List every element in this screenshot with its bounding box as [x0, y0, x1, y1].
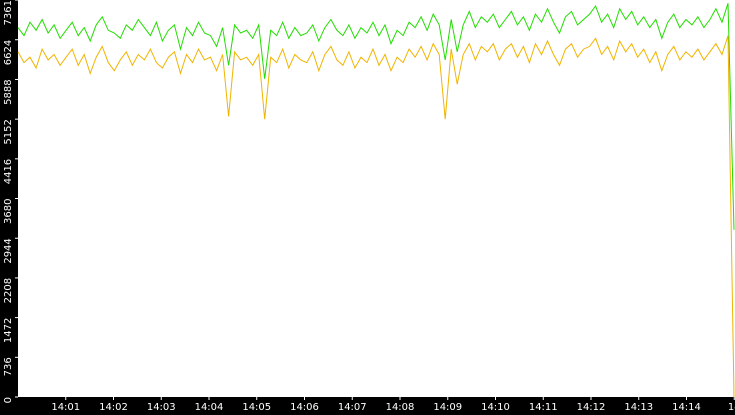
y-tick-label: 736 [3, 357, 14, 376]
x-tick-label: 14:02 [99, 402, 128, 413]
x-tick-label: 14:05 [242, 402, 271, 413]
x-tick-label: 14 [728, 402, 735, 413]
x-tick-label: 14:03 [147, 402, 176, 413]
x-tick-label: 14:09 [433, 402, 462, 413]
y-tick-label: 1472 [3, 318, 14, 343]
y-tick-label: 7361 [3, 0, 14, 25]
y-tick-label: 2208 [3, 278, 14, 303]
y-tick-label: 2944 [3, 238, 14, 263]
x-tick-label: 14:11 [529, 402, 558, 413]
y-tick-label: 3680 [3, 199, 14, 224]
x-tick-label: 14:08 [386, 402, 415, 413]
y-tick-label: 4416 [3, 159, 14, 184]
x-axis-strip [0, 397, 735, 415]
x-tick-label: 14:01 [51, 402, 80, 413]
x-tick-label: 14:07 [338, 402, 367, 413]
series-line [17, 35, 735, 398]
y-tick-label: 6624 [3, 40, 14, 65]
y-axis-strip [0, 0, 18, 415]
series-line [17, 3, 735, 230]
x-tick-label: 14:12 [577, 402, 606, 413]
x-tick-label: 14:13 [624, 402, 653, 413]
x-tick-label: 14:14 [672, 402, 701, 413]
y-tick-label: 5152 [3, 119, 14, 144]
x-tick-label: 14:04 [195, 402, 224, 413]
x-tick-label: 14:10 [481, 402, 510, 413]
y-tick-label: 5888 [3, 79, 14, 104]
x-tick-label: 14:06 [290, 402, 319, 413]
y-tick-label: 0 [3, 397, 14, 403]
